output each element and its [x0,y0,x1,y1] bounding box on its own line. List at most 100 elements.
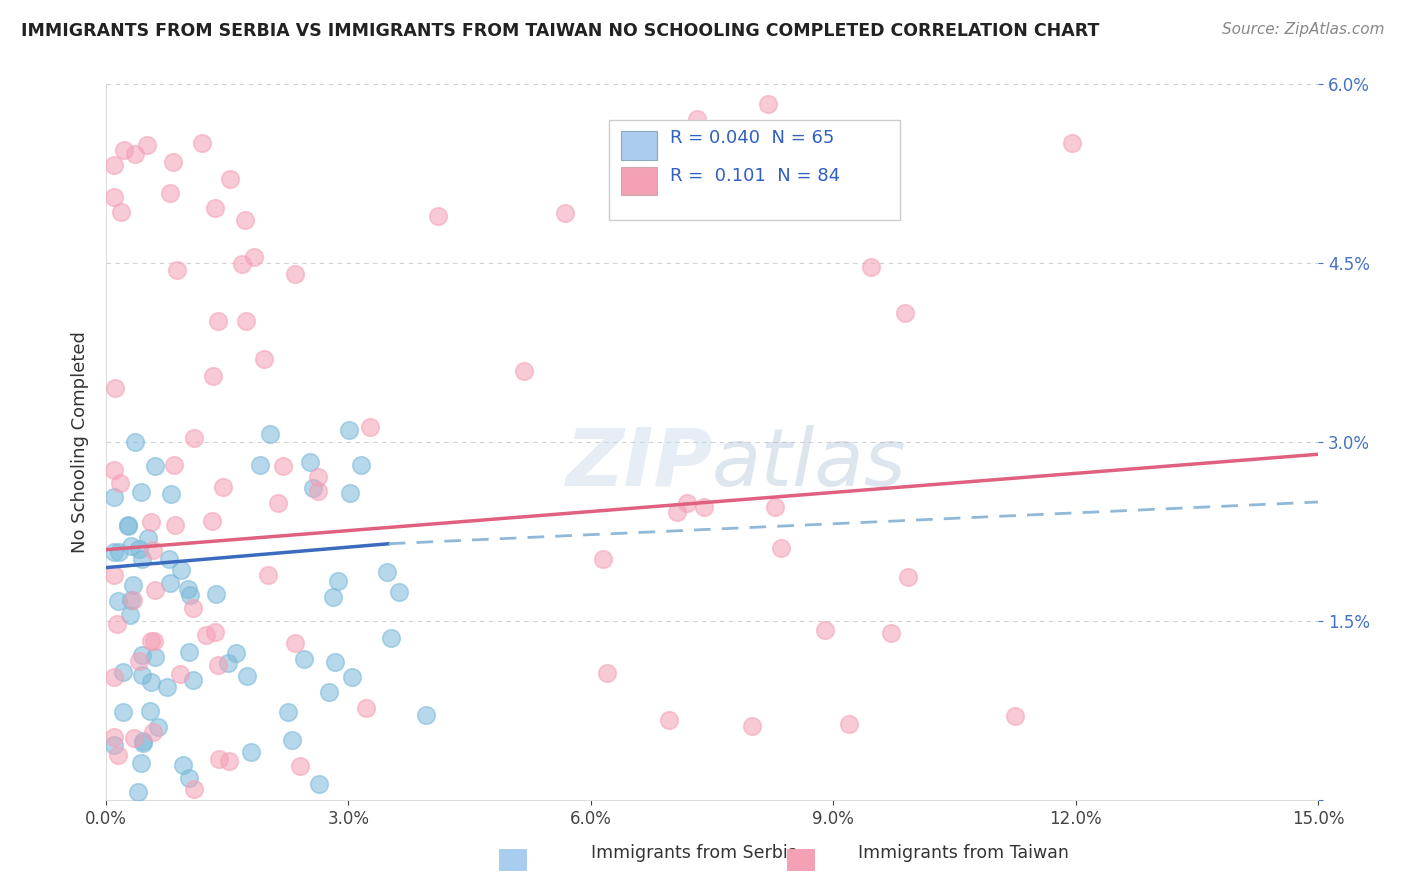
Point [132,733,155,747]
Point [103,738,125,752]
Point [103,730,125,744]
Point [284,636,307,650]
Point [239,745,262,759]
Point [666,505,689,519]
Point [212,480,235,494]
Text: ZIP: ZIP [565,425,711,503]
Point [693,500,716,515]
Point [181,673,204,687]
Point [141,725,163,739]
Point [204,624,226,639]
Point [257,568,280,582]
Point [277,706,299,720]
Point [131,756,153,771]
Y-axis label: No Schooling Completed: No Schooling Completed [72,332,89,553]
Point [207,314,229,328]
Point [322,590,344,604]
FancyBboxPatch shape [609,120,900,220]
Point [797,158,820,172]
Point [131,552,153,566]
Point [201,369,224,384]
Point [159,576,181,591]
Point [120,539,142,553]
Point [205,587,228,601]
Point [128,541,150,556]
Point [769,541,792,555]
Point [143,650,166,665]
Point [139,704,162,718]
Point [179,588,201,602]
Point [136,138,159,153]
Point [290,759,312,773]
Point [131,667,153,681]
Point [637,128,659,143]
Point [107,594,129,608]
Point [139,674,162,689]
Point [741,719,763,733]
Point [354,701,377,715]
Point [512,364,534,378]
Point [225,646,247,660]
Point [328,574,350,588]
Point [838,716,860,731]
Point [596,665,619,680]
Point [143,582,166,597]
Point [233,213,256,227]
Point [103,190,125,204]
Point [129,484,152,499]
Point [111,705,134,719]
Point [201,514,224,528]
Point [359,419,381,434]
FancyBboxPatch shape [621,131,658,160]
Point [177,582,200,597]
Point [880,626,903,640]
Point [131,648,153,662]
Point [592,552,614,566]
Point [307,470,329,484]
Point [281,732,304,747]
Point [146,720,169,734]
Text: R = 0.040  N = 65: R = 0.040 N = 65 [669,129,834,147]
Point [169,667,191,681]
Point [136,531,159,545]
Point [117,518,139,533]
Point [814,624,837,638]
Point [194,628,217,642]
Point [1004,708,1026,723]
Point [388,585,411,599]
Point [142,542,165,557]
Point [139,516,162,530]
Point [183,431,205,445]
Point [111,665,134,679]
Point [207,657,229,672]
Point [299,455,322,469]
Point [156,680,179,694]
Text: atlas: atlas [711,425,907,503]
Point [1062,136,1084,150]
Point [128,654,150,668]
Point [259,427,281,442]
Point [658,713,681,727]
Point [112,143,135,157]
Point [318,684,340,698]
Point [253,352,276,367]
Point [208,752,231,766]
Point [242,250,264,264]
Point [103,568,125,582]
Point [554,206,576,220]
Point [686,112,709,126]
Point [284,267,307,281]
Point [675,496,697,510]
Point [131,736,153,750]
Point [139,634,162,648]
Point [124,434,146,449]
Point [350,458,373,472]
Point [103,545,125,559]
Point [271,459,294,474]
Point [143,458,166,473]
Point [183,601,205,615]
Point [103,463,125,477]
Point [163,458,186,472]
Point [218,754,240,768]
Text: Source: ZipAtlas.com: Source: ZipAtlas.com [1222,22,1385,37]
